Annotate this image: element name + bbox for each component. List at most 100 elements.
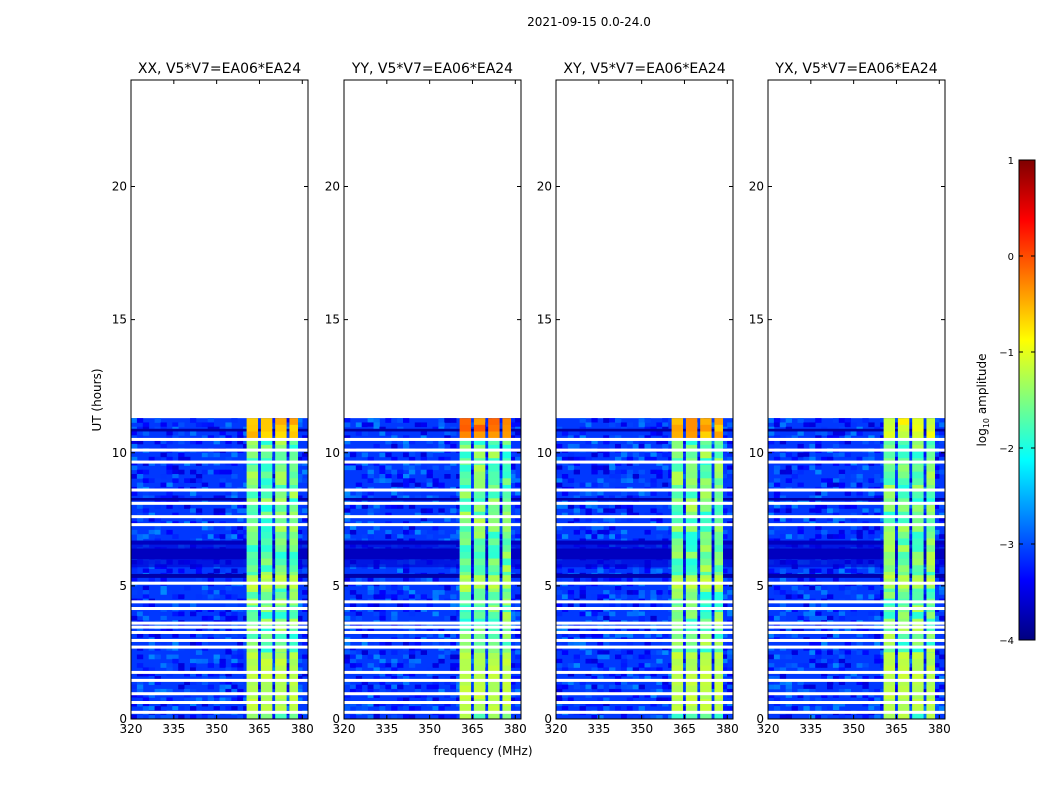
heatmap-cell bbox=[213, 633, 220, 638]
heatmap-cell bbox=[921, 684, 928, 690]
heatmap-cell bbox=[868, 697, 875, 703]
band-cell bbox=[897, 558, 910, 566]
heatmap-cell bbox=[827, 594, 834, 600]
heatmap-cell bbox=[832, 654, 840, 660]
heatmap-cell bbox=[579, 504, 586, 509]
heatmap-cell bbox=[591, 491, 598, 496]
heatmap-cell bbox=[838, 585, 846, 591]
heatmap-cell bbox=[225, 654, 232, 660]
heatmap-cell bbox=[349, 504, 357, 509]
heatmap-cell bbox=[456, 525, 463, 531]
heatmap-cell bbox=[391, 504, 398, 509]
heatmap-cell bbox=[237, 534, 244, 539]
heatmap-cell bbox=[838, 452, 846, 458]
heatmap-cell bbox=[644, 650, 651, 655]
heatmap-cell bbox=[773, 495, 781, 501]
heatmap-cell bbox=[821, 491, 828, 496]
heatmap-cell bbox=[880, 594, 887, 600]
heatmap-cell bbox=[373, 594, 380, 600]
heatmap-cell bbox=[939, 577, 946, 582]
band-cell bbox=[926, 505, 936, 513]
band-cell bbox=[289, 591, 299, 600]
heatmap-cell bbox=[821, 431, 828, 436]
heatmap-cell bbox=[791, 465, 798, 471]
gap-line bbox=[344, 460, 521, 464]
band-cell bbox=[488, 491, 500, 499]
heatmap-cell bbox=[679, 641, 687, 647]
heatmap-cell bbox=[803, 684, 810, 690]
heatmap-cell bbox=[344, 491, 351, 496]
heatmap-cell bbox=[515, 654, 522, 660]
heatmap-cell bbox=[626, 633, 634, 638]
heatmap-cell bbox=[585, 482, 592, 488]
band-cell bbox=[912, 565, 924, 573]
heatmap-cell bbox=[302, 658, 309, 664]
heatmap-cell bbox=[815, 663, 822, 668]
band-cell bbox=[459, 545, 472, 553]
band-cell bbox=[473, 451, 486, 459]
heatmap-cell bbox=[650, 508, 657, 514]
band-cell bbox=[897, 545, 910, 553]
heatmap-cell bbox=[219, 590, 226, 595]
heatmap-cell bbox=[344, 658, 351, 664]
heatmap-cell bbox=[603, 435, 610, 441]
band-cell bbox=[926, 712, 936, 720]
band-cell bbox=[714, 438, 724, 446]
heatmap-cell bbox=[213, 469, 220, 475]
heatmap-cell bbox=[773, 585, 781, 591]
heatmap-cell bbox=[615, 654, 622, 660]
band-cell bbox=[700, 585, 712, 593]
heatmap-cell bbox=[709, 456, 716, 462]
band-cell bbox=[714, 531, 724, 539]
band-cell bbox=[246, 464, 259, 473]
heatmap-cell bbox=[832, 452, 840, 458]
heatmap-cell bbox=[391, 469, 398, 475]
heatmap-cell bbox=[791, 504, 798, 509]
heatmap-cell bbox=[225, 443, 232, 449]
band-cell bbox=[246, 591, 259, 600]
band-cell bbox=[671, 558, 684, 566]
heatmap-cell bbox=[880, 534, 887, 539]
gap-line bbox=[131, 670, 308, 674]
heatmap-cell bbox=[148, 671, 155, 677]
heatmap-cell bbox=[515, 435, 522, 441]
band-cell bbox=[246, 558, 259, 566]
heatmap-cell bbox=[656, 602, 663, 608]
band-cell bbox=[275, 518, 287, 526]
heatmap-cell bbox=[650, 491, 657, 496]
colorbar-tick-label: 1 bbox=[1008, 156, 1014, 167]
heatmap-cell bbox=[779, 508, 787, 514]
heatmap-cell bbox=[591, 452, 598, 458]
heatmap-cell bbox=[815, 491, 822, 496]
heatmap-cell bbox=[231, 534, 238, 539]
heatmap-cell bbox=[662, 482, 669, 488]
heatmap-cell bbox=[355, 680, 363, 686]
heatmap-cell bbox=[556, 590, 563, 595]
heatmap-cell bbox=[850, 512, 857, 518]
heatmap-cell bbox=[797, 443, 804, 449]
heatmap-cell bbox=[768, 676, 775, 681]
heatmap-cell bbox=[397, 633, 404, 638]
heatmap-cell bbox=[556, 663, 563, 668]
heatmap-cell bbox=[591, 525, 598, 531]
band-cell bbox=[502, 451, 512, 459]
heatmap-cell bbox=[662, 443, 669, 449]
heatmap-cell bbox=[361, 701, 368, 707]
heatmap-cell bbox=[136, 431, 144, 436]
heatmap-cell bbox=[603, 693, 610, 698]
heatmap-cell bbox=[190, 667, 197, 673]
band-cell bbox=[275, 431, 287, 439]
band-cell bbox=[714, 478, 724, 486]
band-cell bbox=[685, 418, 698, 426]
heatmap-cell bbox=[791, 594, 798, 600]
heatmap-cell bbox=[768, 667, 775, 673]
heatmap-cell bbox=[721, 714, 728, 720]
heatmap-cell bbox=[349, 663, 357, 668]
heatmap-cell bbox=[344, 534, 351, 539]
heatmap-cell bbox=[768, 529, 775, 535]
heatmap-cell bbox=[850, 693, 857, 698]
heatmap-cell bbox=[573, 697, 580, 703]
heatmap-cell bbox=[668, 697, 675, 703]
gap-line bbox=[556, 437, 733, 441]
